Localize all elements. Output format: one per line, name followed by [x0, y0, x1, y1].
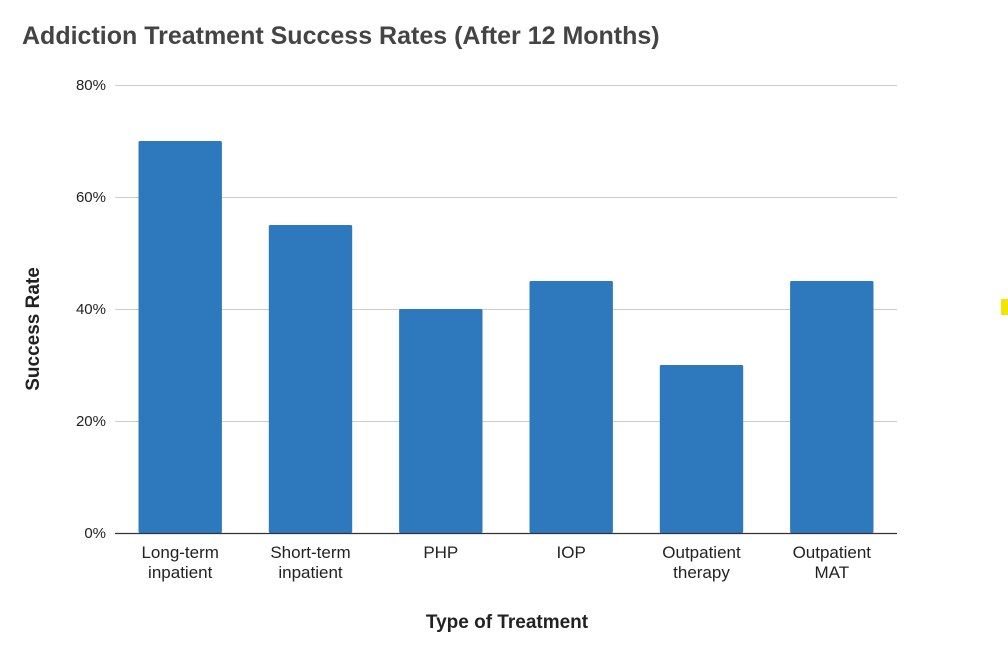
- bar: [659, 365, 744, 533]
- x-tick-label-line: PHP: [423, 543, 458, 562]
- y-tick-label: 80%: [76, 77, 106, 94]
- x-tick-label-line: inpatient: [278, 563, 343, 582]
- axes: 0%20%40%60%80%Long-term inpatientShort-te…: [76, 77, 897, 582]
- x-tick-label-line: MAT: [814, 563, 849, 582]
- y-axis-title: Success Rate: [23, 267, 44, 391]
- yellow-marker: [1001, 299, 1008, 315]
- bar: [790, 281, 874, 533]
- y-tick-label: 20%: [76, 413, 106, 430]
- x-tick-label-line: Short-term: [270, 543, 350, 562]
- y-tick-label: 40%: [76, 301, 106, 318]
- x-tick-label: IOP: [557, 543, 586, 562]
- x-tick-label-line: IOP: [557, 543, 586, 562]
- bar: [529, 281, 613, 533]
- grid-lines: [115, 85, 897, 422]
- x-tick-label-line: Outpatient: [662, 543, 741, 562]
- x-tick-label-line: Long-term: [141, 543, 218, 562]
- x-tick-label: Outpatient MAT: [793, 543, 872, 582]
- bar: [138, 141, 222, 533]
- y-tick-label: 0%: [84, 525, 106, 542]
- x-tick-label-line: inpatient: [148, 563, 213, 582]
- x-tick-label: Short-term inpatient: [270, 543, 350, 582]
- x-tick-label-line: Outpatient: [793, 543, 872, 562]
- x-axis-title: Type of Treatment: [426, 612, 589, 633]
- bar: [399, 309, 483, 533]
- x-tick-label-line: therapy: [673, 563, 730, 582]
- bars: [138, 141, 874, 533]
- x-tick-label: PHP: [423, 543, 458, 562]
- y-tick-label: 60%: [76, 189, 106, 206]
- x-tick-label: Long-term inpatient: [141, 543, 218, 582]
- chart-title: Addiction Treatment Success Rates (After…: [22, 22, 660, 50]
- x-tick-label: Outpatient therapy: [662, 543, 741, 582]
- bar: [268, 225, 353, 533]
